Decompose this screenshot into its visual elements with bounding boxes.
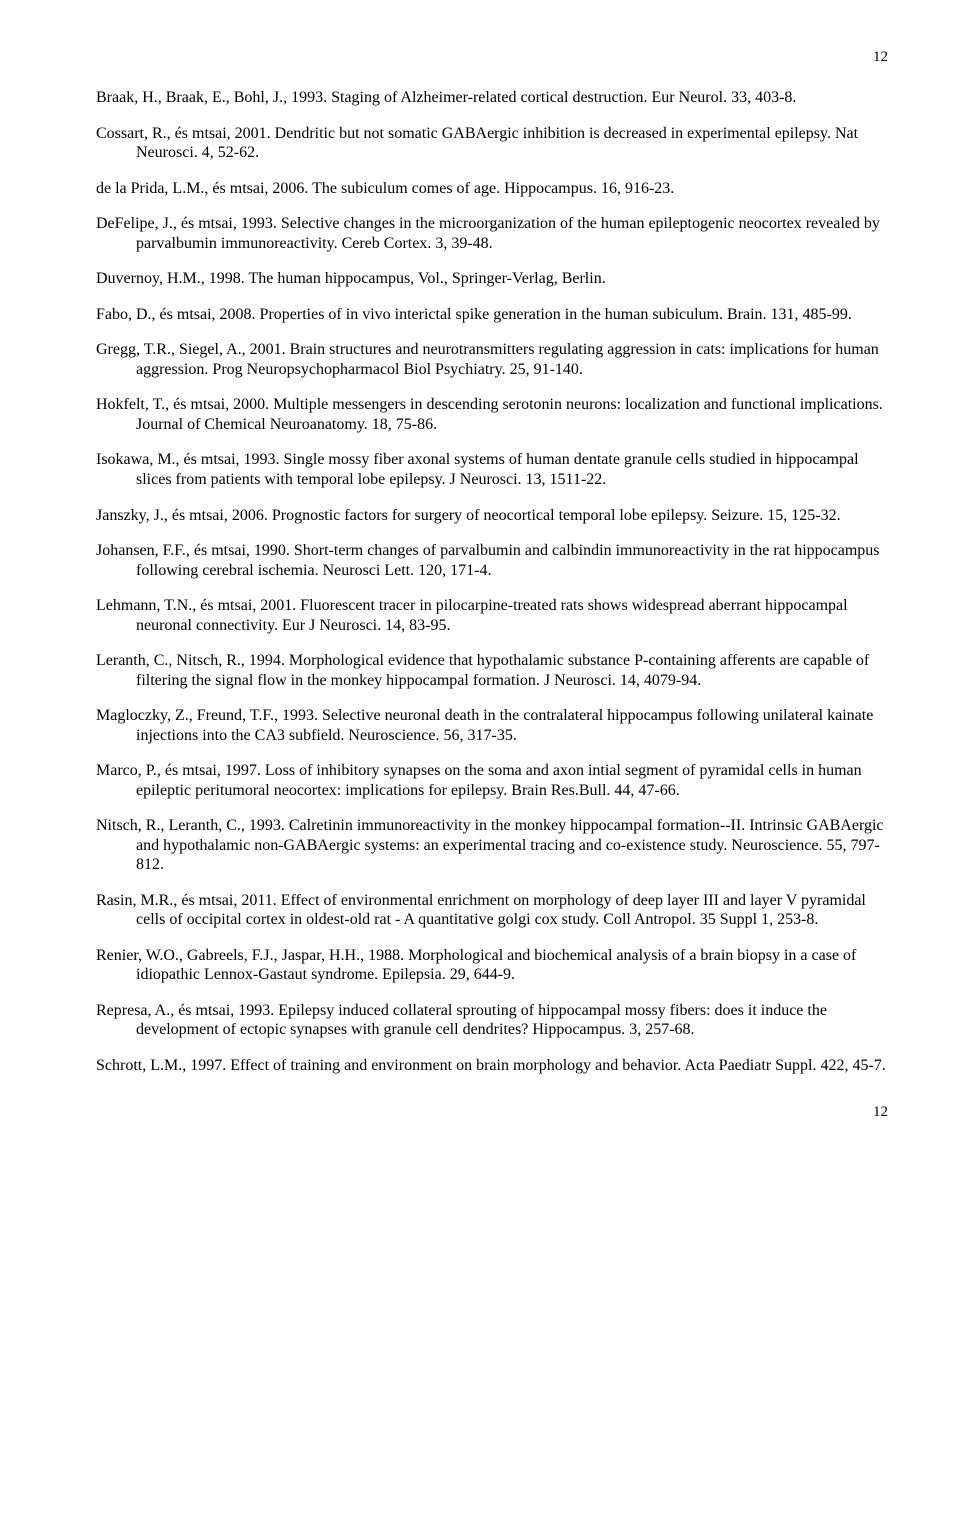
- reference-entry: Fabo, D., és mtsai, 2008. Properties of …: [96, 305, 888, 325]
- reference-entry: Johansen, F.F., és mtsai, 1990. Short-te…: [96, 541, 888, 580]
- page-number-top: 12: [96, 48, 888, 66]
- reference-entry: Magloczky, Z., Freund, T.F., 1993. Selec…: [96, 706, 888, 745]
- reference-entry: Schrott, L.M., 1997. Effect of training …: [96, 1056, 888, 1076]
- page-number-bottom: 12: [96, 1103, 888, 1121]
- references-list: Braak, H., Braak, E., Bohl, J., 1993. St…: [96, 88, 888, 1075]
- reference-entry: Isokawa, M., és mtsai, 1993. Single moss…: [96, 450, 888, 489]
- reference-entry: Renier, W.O., Gabreels, F.J., Jaspar, H.…: [96, 946, 888, 985]
- reference-entry: Rasin, M.R., és mtsai, 2011. Effect of e…: [96, 891, 888, 930]
- reference-entry: Hokfelt, T., és mtsai, 2000. Multiple me…: [96, 395, 888, 434]
- reference-entry: Lehmann, T.N., és mtsai, 2001. Fluoresce…: [96, 596, 888, 635]
- reference-entry: Represa, A., és mtsai, 1993. Epilepsy in…: [96, 1001, 888, 1040]
- reference-entry: Janszky, J., és mtsai, 2006. Prognostic …: [96, 506, 888, 526]
- reference-entry: Braak, H., Braak, E., Bohl, J., 1993. St…: [96, 88, 888, 108]
- reference-entry: Gregg, T.R., Siegel, A., 2001. Brain str…: [96, 340, 888, 379]
- reference-entry: de la Prida, L.M., és mtsai, 2006. The s…: [96, 179, 888, 199]
- reference-entry: Nitsch, R., Leranth, C., 1993. Calretini…: [96, 816, 888, 875]
- reference-entry: Leranth, C., Nitsch, R., 1994. Morpholog…: [96, 651, 888, 690]
- reference-entry: DeFelipe, J., és mtsai, 1993. Selective …: [96, 214, 888, 253]
- reference-entry: Cossart, R., és mtsai, 2001. Dendritic b…: [96, 124, 888, 163]
- reference-entry: Duvernoy, H.M., 1998. The human hippocam…: [96, 269, 888, 289]
- reference-entry: Marco, P., és mtsai, 1997. Loss of inhib…: [96, 761, 888, 800]
